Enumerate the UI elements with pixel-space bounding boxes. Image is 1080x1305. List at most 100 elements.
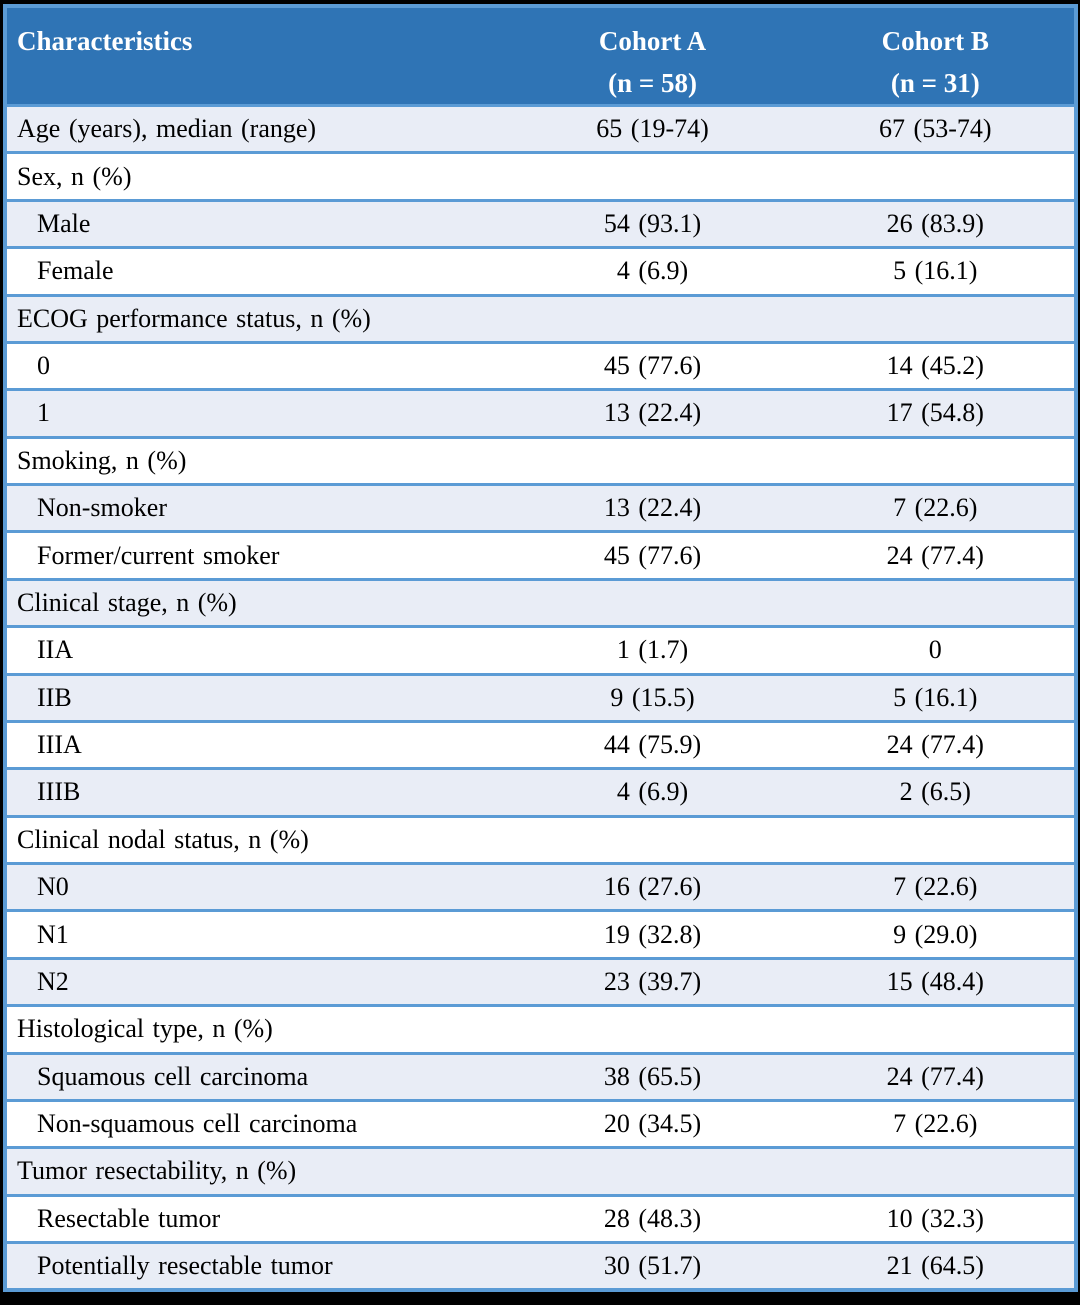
row-label: Potentially resectable tumor [37, 1251, 333, 1280]
cohort-a-value: 44 (75.9) [603, 730, 702, 760]
table-header: Characteristics Cohort A (n = 58) Cohort… [7, 8, 1074, 106]
table-row: N2 23 (39.7) 15 (48.4) [7, 958, 1074, 1006]
row-label: Sex, n (%) [17, 161, 132, 191]
row-label: Age (years), median (range) [17, 114, 317, 144]
header-characteristics-label: Characteristics [17, 26, 193, 56]
row-label: Histological type, n (%) [17, 1014, 273, 1044]
cohort-b-value [797, 1006, 1074, 1053]
cohort-b-value: 2 (6.5) [899, 777, 971, 807]
cohort-a-value: 4 (6.9) [616, 777, 689, 807]
cohort-b-value: 17 (54.8) [886, 398, 984, 428]
cohort-a-value: 16 (27.6) [603, 872, 702, 902]
cohort-b-value: 21 (64.5) [886, 1251, 984, 1280]
cohort-b-value: 24 (77.4) [886, 730, 984, 760]
table-row: Resectable tumor 28 (48.3) 10 (32.3) [7, 1195, 1074, 1243]
cohort-a-value: 19 (32.8) [603, 919, 702, 949]
cohort-a-value: 45 (77.6) [603, 351, 702, 381]
cohort-a-value: 38 (65.5) [603, 1061, 702, 1091]
cohort-b-value: 24 (77.4) [886, 540, 984, 570]
table-row: Female 4 (6.9) 5 (16.1) [7, 247, 1074, 295]
row-label: N0 [37, 872, 69, 902]
table-row: IIIA 44 (75.9) 24 (77.4) [7, 721, 1074, 769]
cohort-b-value: 7 (22.6) [893, 872, 978, 902]
cohort-b-value [797, 437, 1074, 484]
row-label: Non-squamous cell carcinoma [37, 1109, 358, 1139]
cohort-b-value [797, 1148, 1074, 1195]
table-row: Male 54 (93.1) 26 (83.9) [7, 200, 1074, 248]
table-row: IIB 9 (15.5) 5 (16.1) [7, 674, 1074, 722]
cohort-a-value: 45 (77.6) [603, 540, 702, 570]
row-label: N1 [37, 919, 69, 949]
table-row: Non-smoker 13 (22.4) 7 (22.6) [7, 484, 1074, 532]
cohort-b-value: 14 (45.2) [886, 351, 984, 381]
cohort-a-value [508, 816, 796, 863]
cohort-b-value: 10 (32.3) [886, 1203, 984, 1233]
table-row: Smoking, n (%) [7, 437, 1074, 485]
header-cohort-a-n: (n = 58) [608, 68, 697, 98]
table-row: Tumor resectability, n (%) [7, 1147, 1074, 1196]
characteristics-table-frame: Characteristics Cohort A (n = 58) Cohort… [3, 4, 1078, 1292]
cohort-b-value [797, 153, 1074, 200]
row-label: Clinical stage, n (%) [17, 587, 237, 617]
cohort-b-value [797, 579, 1074, 626]
row-label: Clinical nodal status, n (%) [17, 824, 309, 854]
cohort-b-value: 5 (16.1) [893, 256, 978, 286]
cohort-a-value: 23 (39.7) [603, 966, 702, 996]
table-row: 1 13 (22.4) 17 (54.8) [7, 389, 1074, 438]
cohort-a-value: 9 (15.5) [610, 682, 695, 712]
cohort-b-value: 7 (22.6) [893, 1109, 978, 1139]
cohort-a-value [508, 579, 796, 626]
cohort-a-value: 13 (22.4) [603, 398, 702, 428]
row-label: Smoking, n (%) [17, 445, 187, 475]
table-row: Squamous cell carcinoma 38 (65.5) 24 (77.4… [7, 1053, 1074, 1101]
cohort-b-value: 9 (29.0) [893, 919, 978, 949]
row-label: Non-smoker [37, 493, 167, 523]
table-row: Potentially resectable tumor 30 (51.7) 21 … [7, 1242, 1074, 1288]
header-cell-cohort-b: Cohort B (n = 31) [796, 8, 1074, 106]
table-body: Age (years), median (range) 65 (19-74) 67 … [7, 105, 1074, 1288]
row-label: IIIA [37, 730, 82, 760]
header-row: Characteristics Cohort A (n = 58) Cohort… [7, 8, 1074, 106]
cohort-b-value: 26 (83.9) [886, 208, 984, 238]
header-cohort-b-n: (n = 31) [890, 68, 980, 98]
row-label: N2 [37, 966, 69, 996]
table-row: Clinical stage, n (%) [7, 579, 1074, 627]
row-label: Squamous cell carcinoma [37, 1061, 309, 1091]
header-cohort-b-label: Cohort B [881, 26, 989, 56]
cohort-b-value [797, 295, 1074, 342]
cohort-b-value: 24 (77.4) [886, 1061, 984, 1091]
cohort-a-value: 54 (93.1) [603, 208, 702, 238]
table-row: Sex, n (%) [7, 152, 1074, 201]
row-label: Male [37, 208, 91, 238]
cohort-a-value: 65 (19-74) [596, 114, 709, 144]
cohort-a-value [508, 295, 796, 342]
table-row: Former/current smoker 45 (77.6) 24 (77.4) [7, 531, 1074, 580]
row-label: Tumor resectability, n (%) [17, 1156, 297, 1186]
row-label: 1 [37, 398, 50, 428]
row-label: ECOG performance status, n (%) [17, 303, 371, 333]
row-label: Resectable tumor [37, 1203, 221, 1233]
cohort-b-value [797, 816, 1074, 863]
cohort-a-value: 30 (51.7) [603, 1251, 702, 1280]
table-row: Non-squamous cell carcinoma 20 (34.5) 7 (2… [7, 1100, 1074, 1148]
header-cell-cohort-a: Cohort A (n = 58) [508, 8, 797, 106]
cohort-b-value: 15 (48.4) [886, 966, 984, 996]
table-row: N0 16 (27.6) 7 (22.6) [7, 863, 1074, 911]
cohort-b-value: 7 (22.6) [893, 493, 978, 523]
table-row: ECOG performance status, n (%) [7, 295, 1074, 343]
cohort-a-value: 20 (34.5) [603, 1109, 702, 1139]
table-row: IIIB 4 (6.9) 2 (6.5) [7, 768, 1074, 817]
table-row: N1 19 (32.8) 9 (29.0) [7, 910, 1074, 959]
cohort-a-value: 28 (48.3) [603, 1203, 702, 1233]
table-row: 0 45 (77.6) 14 (45.2) [7, 342, 1074, 390]
row-label: IIA [37, 635, 74, 665]
table-row: Age (years), median (range) 65 (19-74) 67 … [7, 105, 1074, 153]
cohort-a-value: 13 (22.4) [603, 493, 702, 523]
cohort-a-value [508, 1006, 796, 1053]
cohort-b-value: 67 (53-74) [879, 114, 992, 144]
cohort-a-value [508, 1148, 796, 1195]
patient-characteristics-table: Characteristics Cohort A (n = 58) Cohort… [7, 8, 1074, 1288]
cohort-a-value [508, 153, 796, 200]
row-label: IIB [37, 682, 72, 712]
